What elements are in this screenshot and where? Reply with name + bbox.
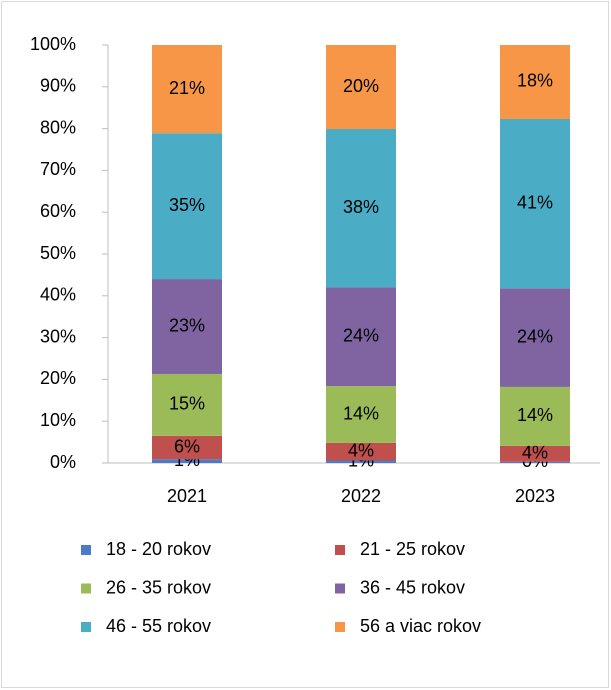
bar-segment bbox=[326, 442, 396, 461]
legend-marker bbox=[81, 622, 91, 632]
y-tick-label: 40% bbox=[40, 285, 76, 305]
y-tick-label: 20% bbox=[40, 368, 76, 388]
y-tick-label: 50% bbox=[40, 243, 76, 263]
data-label: 14% bbox=[343, 403, 379, 423]
bar-segment bbox=[152, 459, 222, 463]
y-tick-label: 10% bbox=[40, 410, 76, 430]
legend-label: 21 - 25 rokov bbox=[360, 539, 465, 559]
bar-segment bbox=[152, 435, 222, 460]
y-tick-label: 70% bbox=[40, 159, 76, 179]
data-label: 21% bbox=[169, 78, 205, 98]
bar-segment bbox=[152, 45, 222, 134]
legend-marker bbox=[335, 622, 345, 632]
data-label: 35% bbox=[169, 195, 205, 215]
bar-segment bbox=[326, 45, 396, 130]
data-label: 6% bbox=[174, 436, 200, 456]
y-tick-label: 80% bbox=[40, 117, 76, 137]
data-label: 23% bbox=[169, 315, 205, 335]
legend-marker bbox=[335, 583, 345, 594]
data-label: 41% bbox=[517, 192, 553, 212]
data-label: 15% bbox=[169, 394, 205, 414]
legend-marker bbox=[81, 583, 91, 594]
y-tick-label: 60% bbox=[40, 201, 76, 221]
bar-segment bbox=[500, 386, 570, 446]
bar-segment bbox=[326, 460, 396, 463]
bar-segment bbox=[500, 445, 570, 462]
bar-segment bbox=[152, 279, 222, 374]
data-label: 24% bbox=[343, 326, 379, 346]
data-label: 4% bbox=[348, 440, 374, 460]
legend-marker bbox=[335, 545, 345, 555]
data-label: 38% bbox=[343, 197, 379, 217]
data-label: 14% bbox=[517, 405, 553, 425]
x-tick-label: 2021 bbox=[167, 486, 207, 506]
y-tick-label: 0% bbox=[50, 452, 76, 472]
bar-segment bbox=[500, 461, 570, 463]
legend-label: 56 a viac rokov bbox=[360, 616, 481, 636]
legend-label: 36 - 45 rokov bbox=[360, 577, 465, 597]
data-label: 20% bbox=[343, 76, 379, 96]
x-tick-label: 2023 bbox=[515, 486, 555, 506]
legend-label: 18 - 20 rokov bbox=[106, 539, 211, 559]
bar-segment bbox=[500, 118, 570, 289]
x-tick-label: 2022 bbox=[341, 486, 381, 506]
bar-segment bbox=[152, 373, 222, 436]
bar-segment bbox=[500, 45, 570, 119]
bar-segment bbox=[326, 386, 396, 443]
data-label: 24% bbox=[517, 326, 553, 346]
bar-segment bbox=[326, 287, 396, 387]
data-label: 18% bbox=[517, 71, 553, 91]
bar-segment bbox=[326, 129, 396, 288]
y-tick-label: 90% bbox=[40, 76, 76, 96]
y-tick-label: 100% bbox=[30, 34, 76, 54]
bar-segment bbox=[500, 288, 570, 387]
data-label: 4% bbox=[522, 443, 548, 463]
legend-marker bbox=[81, 545, 91, 555]
bar-segment bbox=[152, 133, 222, 280]
legend-label: 26 - 35 rokov bbox=[106, 577, 211, 597]
y-tick-label: 30% bbox=[40, 326, 76, 346]
legend-label: 46 - 55 rokov bbox=[106, 616, 211, 636]
